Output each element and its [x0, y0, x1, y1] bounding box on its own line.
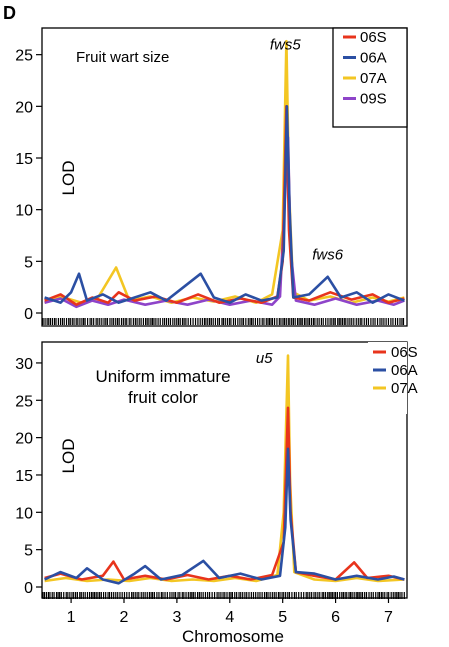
plot-area — [42, 39, 405, 325]
annotation-label: fws5 — [270, 37, 302, 54]
marker-rug — [42, 592, 405, 599]
legend-label-07A: 07A — [360, 70, 387, 87]
y-tick-label: 25 — [15, 48, 33, 65]
series-line-06A — [44, 447, 405, 585]
x-tick-label: 5 — [278, 609, 287, 626]
x-tick-label: 2 — [120, 609, 129, 626]
panel-title-line-2: fruit color — [128, 388, 198, 407]
panel-fruit-wart-size: Fruit wart size LOD 06S 06A 07A 09S 0 5 10 15 2… — [15, 27, 408, 327]
annotation-label: u5 — [256, 350, 273, 367]
panel-title-line-1: Uniform immature — [95, 367, 230, 386]
series-line-06A — [44, 105, 405, 304]
x-tick-label: 6 — [331, 609, 340, 626]
legend-label-06A: 06A — [391, 362, 418, 379]
x-tick-label: 7 — [384, 609, 393, 626]
series-line-06S — [44, 406, 405, 581]
x-tick-label: 1 — [67, 609, 76, 626]
y-tick-label: 0 — [24, 580, 33, 597]
y-tick-label: 30 — [15, 356, 33, 373]
y-tick-label: 0 — [24, 306, 33, 323]
legend-label-06A: 06A — [360, 50, 387, 67]
y-tick-label: 25 — [15, 393, 33, 410]
x-tick-label: 4 — [225, 609, 234, 626]
y-tick-label: 10 — [15, 203, 33, 220]
y-tick-label: 15 — [15, 468, 33, 485]
annotation-label: fws6 — [312, 246, 344, 263]
legend-label-06S: 06S — [391, 344, 418, 361]
series-line-07A — [44, 354, 405, 583]
y-tick-label: 20 — [15, 431, 33, 448]
marker-rug — [42, 318, 405, 325]
x-tick-label: 3 — [172, 609, 181, 626]
plot-frame — [41, 341, 408, 599]
y-tick-label: 5 — [24, 254, 33, 271]
x-axis-label: Chromosome — [182, 627, 284, 646]
series-line-06S — [44, 105, 405, 306]
y-tick-label: 15 — [15, 151, 33, 168]
panel-title: Fruit wart size — [76, 49, 169, 66]
legend-label-07A: 07A — [391, 380, 418, 397]
legend: 06S 06A 07A 09S — [332, 27, 408, 128]
legend-label-06S: 06S — [360, 29, 387, 46]
legend-label-09S: 09S — [360, 91, 387, 108]
y-axis-label: LOD — [59, 439, 78, 474]
y-tick-label: 5 — [24, 543, 33, 560]
y-tick-label: 20 — [15, 99, 33, 116]
y-axis-label: LOD — [59, 161, 78, 196]
y-tick-label: 10 — [15, 505, 33, 522]
legend-box — [368, 342, 407, 414]
plot-area — [42, 354, 405, 599]
panel-uniform-immature-fruit-color: Uniform immature fruit color LOD 06S06A0… — [15, 341, 418, 626]
panel-letter: D — [3, 3, 16, 23]
